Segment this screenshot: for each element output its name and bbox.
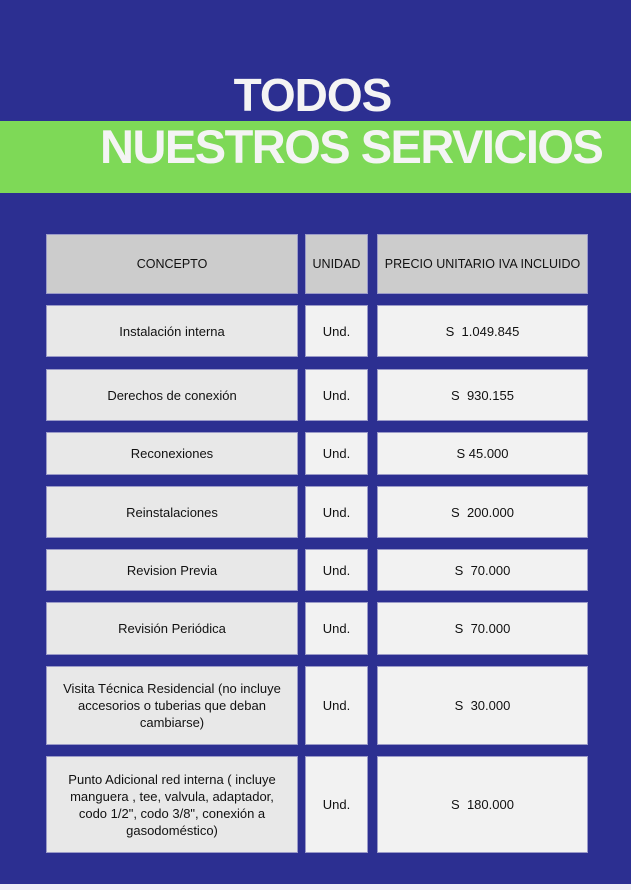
cell-concepto: Reinstalaciones [46,486,298,538]
cell-concepto: Punto Adicional red interna ( incluye ma… [46,756,298,853]
cell-concepto: Instalación interna [46,305,298,357]
title-band [0,121,631,193]
title-line-2: NUESTROS SERVICIOS [100,120,604,173]
cell-precio: S 930.155 [377,369,588,421]
cell-concepto: Revisión Periódica [46,602,298,655]
cell-unidad: Und. [305,602,368,655]
cell-concepto: Derechos de conexión [46,369,298,421]
footer-strip [0,884,631,890]
cell-precio: S 200.000 [377,486,588,538]
cell-precio: S 70.000 [377,549,588,591]
cell-unidad: Und. [305,369,368,421]
cell-concepto: Reconexiones [46,432,298,475]
cell-concepto: Visita Técnica Residencial (no incluye a… [46,666,298,745]
cell-unidad: Und. [305,486,368,538]
cell-concepto: Revision Previa [46,549,298,591]
header-precio: PRECIO UNITARIO IVA INCLUIDO [377,234,588,294]
title-line-1: TODOS [233,69,393,121]
cell-precio: S 45.000 [377,432,588,475]
cell-precio: S 180.000 [377,756,588,853]
cell-unidad: Und. [305,305,368,357]
cell-unidad: Und. [305,666,368,745]
header-unidad: UNIDAD [305,234,368,294]
cell-precio: S 1.049.845 [377,305,588,357]
cell-unidad: Und. [305,756,368,853]
cell-unidad: Und. [305,549,368,591]
cell-precio: S 30.000 [377,666,588,745]
cell-unidad: Und. [305,432,368,475]
header-concepto: CONCEPTO [46,234,298,294]
cell-precio: S 70.000 [377,602,588,655]
